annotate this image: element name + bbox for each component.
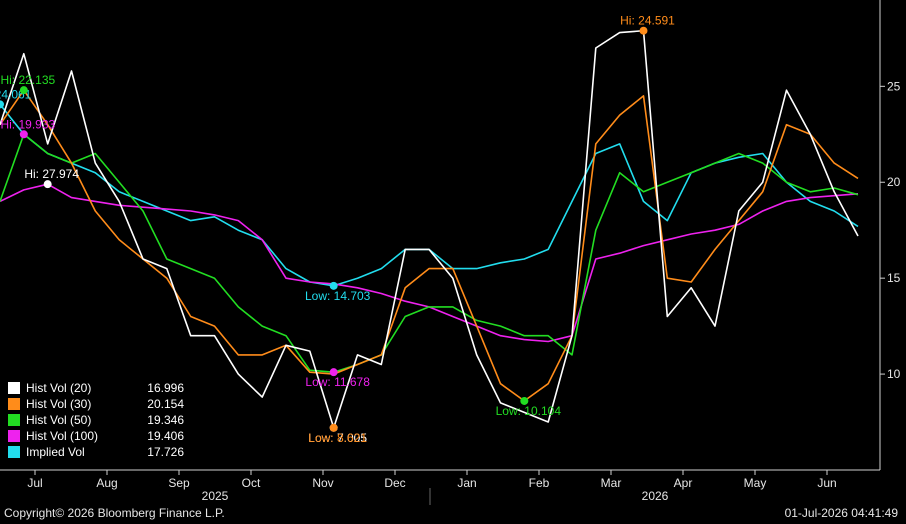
x-tick-label: Mar [601, 476, 622, 490]
x-tick-label: Jun [817, 476, 836, 490]
legend-item: Hist Vol (100) 19.406 [8, 428, 184, 444]
x-tick-label: Dec [384, 476, 405, 490]
legend-label: Hist Vol (20) [26, 381, 92, 395]
timestamp-text: 01-Jul-2026 04:41:49 [784, 506, 898, 520]
annotation-marker [43, 180, 52, 189]
legend-swatch [8, 446, 20, 458]
annotation-label: Low: 14.703 [305, 289, 371, 303]
x-tick-label: Jul [27, 476, 42, 490]
legend-value: 19.406 [147, 429, 184, 443]
legend-swatch [8, 382, 20, 394]
annotation-marker [639, 26, 648, 35]
series-lines [0, 29, 859, 429]
legend-label: Hist Vol (50) [26, 413, 92, 427]
annotation-label: Hi: 19.933 [0, 117, 55, 131]
annotation-marker [0, 100, 4, 109]
annotation-label: Hi: 27.974 [24, 167, 79, 181]
y-ticks: 10 15 20 25 [880, 79, 901, 381]
axes [0, 0, 881, 505]
legend-item: Implied Vol 17.726 [8, 444, 184, 460]
series-line [0, 89, 859, 402]
legend-label: Hist Vol (100) [26, 429, 99, 443]
x-ticks: Jul Aug Sep Oct Nov Dec Jan Feb Mar Apr May Jun [27, 470, 837, 490]
x-tick-label: May [744, 476, 767, 490]
annotation-label: Low: 10.104 [496, 404, 562, 418]
series-line [0, 133, 859, 374]
legend-swatch [8, 398, 20, 410]
x-tick-label: Aug [96, 476, 117, 490]
x-tick-label: Feb [529, 476, 550, 490]
year-labels: 2025 2026 [202, 489, 669, 503]
x-tick-label: Jan [457, 476, 476, 490]
legend-value: 20.154 [147, 397, 184, 411]
annotation-label: Low: 11.678 [305, 375, 370, 389]
annotation-label: Low: 8.621 [308, 431, 367, 445]
annotation-label: Hi: 22.135 [0, 73, 55, 87]
annotation-label: Hi: 24.591 [620, 14, 675, 28]
legend: Hist Vol (20) 16.996 Hist Vol (30) 20.15… [8, 380, 184, 460]
legend-item: Hist Vol (30) 20.154 [8, 396, 184, 412]
series-line [0, 183, 859, 343]
series-line [0, 29, 859, 429]
y-tick-label: 15 [887, 271, 901, 285]
year-label: 2025 [202, 489, 229, 503]
legend-value: 19.346 [147, 413, 184, 427]
annotation-marker [329, 281, 338, 290]
legend-swatch [8, 430, 20, 442]
copyright-text: Copyright© 2026 Bloomberg Finance L.P. [4, 506, 225, 520]
y-tick-label: 10 [887, 367, 901, 381]
legend-value: 17.726 [147, 445, 184, 459]
legend-value: 16.996 [147, 381, 184, 395]
legend-item: Hist Vol (50) 19.346 [8, 412, 184, 428]
x-tick-label: Nov [312, 476, 333, 490]
year-label: 2026 [642, 489, 669, 503]
annotation-marker [520, 396, 529, 405]
legend-label: Implied Vol [26, 445, 85, 459]
annotation-label: Low: 7.005 [308, 431, 367, 445]
x-tick-label: Oct [242, 476, 261, 490]
x-tick-label: Sep [168, 476, 190, 490]
legend-item: Hist Vol (20) 16.996 [8, 380, 184, 396]
annotation-marker [19, 86, 28, 95]
y-tick-label: 25 [887, 79, 901, 93]
y-tick-label: 20 [887, 175, 901, 189]
legend-label: Hist Vol (30) [26, 397, 92, 411]
annotation-marker [329, 368, 338, 377]
annotation-marker [329, 423, 338, 432]
x-tick-label: Apr [674, 476, 693, 490]
legend-swatch [8, 414, 20, 426]
annotation-marker [19, 130, 28, 139]
